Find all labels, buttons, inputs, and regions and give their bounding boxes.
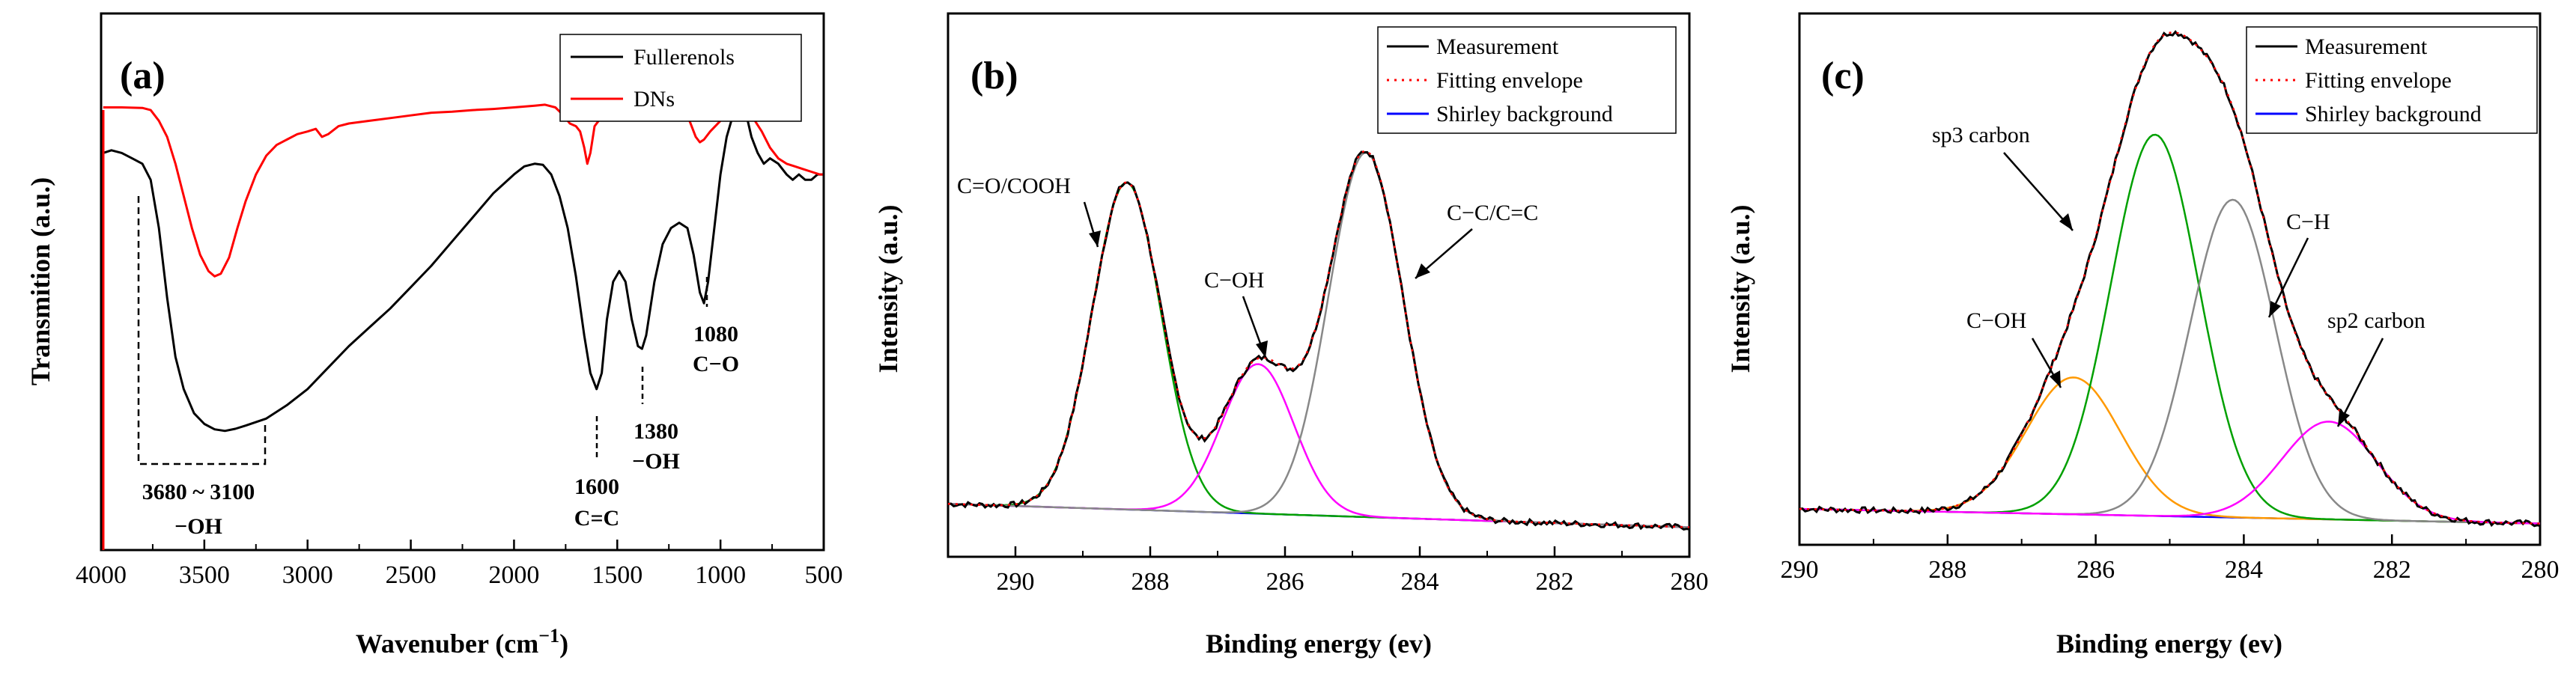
- annotation-oh-1380-group: −OH: [632, 449, 680, 474]
- annotation-co-1080-group: C−O: [693, 352, 739, 376]
- panel-a-x-tick-label-4000: 4000: [76, 561, 127, 589]
- panel-b-component-c-oh: [947, 363, 1690, 528]
- panel-b-legend-box: [1377, 26, 1677, 134]
- legend-label-dns: DNs: [634, 87, 675, 112]
- annotation-co-1080: 1080 C−O: [693, 277, 739, 376]
- annotation-cc-1600-group: C=C: [574, 506, 619, 531]
- annotation-coh-c-arrowhead: [2050, 370, 2061, 388]
- panel-c-curves: [1799, 30, 2541, 528]
- panel-c-x-tick-label-284: 284: [2225, 556, 2263, 584]
- panel-b-xps-chart: (b) 290 288 286 284 282 280 Binding energy (e…: [873, 12, 1709, 659]
- panel-b-component-c-c-c-c: [947, 151, 1690, 528]
- panel-a-x-axis-label: Wavenuber (cm−1): [356, 625, 568, 659]
- annotation-cooh: C=O/COOH: [957, 174, 1071, 198]
- panel-c-legend: Measurement Fitting envelope Shirley bac…: [2246, 26, 2538, 134]
- annotation-cc-1600-value: 1600: [574, 474, 619, 499]
- legend-label-fitting-envelope-c: Fitting envelope: [2305, 68, 2452, 93]
- panel-c-x-tick-label-282: 282: [2373, 556, 2411, 584]
- legend-label-fullerenols: Fullerenols: [634, 45, 735, 70]
- panel-a-x-axis-label-main: Wavenuber (cm: [356, 629, 538, 659]
- panel-a-x-axis-label-sup: −1: [538, 625, 559, 647]
- panel-c-x-ticks: 290 288 286 284 282 280: [1781, 534, 2560, 584]
- panel-c-x-tick-label-286: 286: [2077, 556, 2115, 584]
- panel-a-x-tick-label-500: 500: [805, 561, 843, 589]
- series-fullerenols: [103, 103, 823, 433]
- panel-c-x-axis-label: Binding energy (ev): [2056, 629, 2282, 659]
- panel-a-label: (a): [120, 55, 165, 97]
- panel-a-x-axis-label-close: ): [559, 629, 568, 659]
- panel-b-fitting-envelope: [947, 150, 1690, 528]
- panel-b-y-axis-label: Intensity (a.u.): [873, 204, 903, 373]
- panel-b-x-tick-label-290: 290: [997, 568, 1035, 596]
- legend-label-measurement-c: Measurement: [2305, 34, 2428, 59]
- annotation-oh-1380-value: 1380: [634, 419, 678, 444]
- annotation-ch: C−H: [2286, 210, 2330, 234]
- annotation-cc-arrowhead: [1415, 263, 1430, 278]
- series-dns: [103, 103, 823, 278]
- legend-label-fitting-envelope: Fitting envelope: [1436, 68, 1583, 93]
- panel-c-component-sp3-carbon: [1799, 133, 2541, 525]
- panel-b-label: (b): [970, 55, 1018, 97]
- panel-c-measurement: [1799, 30, 2541, 528]
- panel-b-x-tick-label-280: 280: [1671, 568, 1709, 596]
- panel-b-x-axis-label: Binding energy (ev): [1206, 629, 1432, 659]
- panel-a-x-tick-label-3000: 3000: [282, 561, 333, 589]
- panel-b-annotations: C=O/COOH C−OH C−C/C=C: [957, 174, 1538, 358]
- panel-b-x-tick-label-286: 286: [1266, 568, 1304, 596]
- panel-a-x-tick-label-1000: 1000: [695, 561, 746, 589]
- panel-c-annotations: sp3 carbon C−OH C−H sp2 carbon: [1932, 123, 2425, 427]
- panel-a-y-axis-label: Transmition (a.u.): [25, 177, 55, 385]
- annotation-oh-band-group: −OH: [174, 514, 222, 539]
- annotation-sp3: sp3 carbon: [1932, 123, 2030, 147]
- annotation-oh-band: 3680 ~ 3100 −OH: [137, 196, 267, 539]
- panel-b-frame: [947, 12, 1691, 558]
- panel-a-legend-box: [559, 34, 802, 122]
- panel-c-component-c-oh: [1799, 376, 2541, 525]
- panel-c-fitting-envelope: [1799, 31, 2541, 525]
- panel-b-x-tick-label-284: 284: [1401, 568, 1439, 596]
- panel-b-x-tick-label-282: 282: [1536, 568, 1574, 596]
- annotation-coh-b: C−OH: [1204, 268, 1264, 293]
- annotation-coh-c: C−OH: [1966, 308, 2026, 333]
- panel-c-x-tick-label-290: 290: [1781, 556, 1819, 584]
- annotation-sp3-arrowhead: [2059, 213, 2073, 230]
- annotation-coh-b-arrowhead: [1256, 341, 1268, 358]
- annotation-co-1080-value: 1080: [693, 322, 738, 346]
- panel-a-ftir-chart: (a) 4000 3500 3000 2500 2000 1500 1000 500 Wave…: [25, 12, 843, 659]
- annotation-oh-band-range: 3680 ~ 3100: [142, 480, 255, 504]
- annotation-sp3-arrow: [2003, 152, 2074, 231]
- panel-c-y-axis-label: Intensity (a.u.): [1725, 204, 1755, 373]
- panel-c-component-c-h: [1799, 198, 2541, 525]
- panel-c-label: (c): [1821, 55, 1865, 97]
- annotation-ch-arrowhead: [2269, 301, 2281, 317]
- legend-label-measurement: Measurement: [1436, 34, 1559, 59]
- legend-label-shirley-background: Shirley background: [1436, 102, 1613, 126]
- panel-a-legend: Fullerenols DNs: [559, 34, 802, 122]
- panel-a-x-tick-label-3500: 3500: [179, 561, 230, 589]
- annotation-cc: C−C/C=C: [1447, 201, 1538, 225]
- panel-a-x-tick-label-1500: 1500: [592, 561, 643, 589]
- panel-c-x-tick-label-288: 288: [1928, 556, 1966, 584]
- panel-b-x-tick-label-288: 288: [1131, 568, 1170, 596]
- panel-c-xps-chart: (c) 290 288 286 284 282 280 Binding energy (e…: [1725, 12, 2560, 659]
- panel-b-x-ticks: 290 288 286 284 282 280: [997, 546, 1709, 596]
- legend-label-shirley-background-c: Shirley background: [2305, 102, 2482, 126]
- panel-b-legend: Measurement Fitting envelope Shirley bac…: [1377, 26, 1677, 134]
- annotation-sp2-arrowhead: [2338, 410, 2350, 427]
- panel-c-x-tick-label-280: 280: [2521, 556, 2560, 584]
- panel-a-annotations: 3680 ~ 3100 −OH 1600 C=C 1380 −OH 1080 C…: [137, 196, 739, 539]
- panel-a-x-tick-label-2500: 2500: [386, 561, 437, 589]
- annotation-sp2: sp2 carbon: [2327, 308, 2425, 333]
- panel-a-x-ticks: 4000 3500 3000 2500 2000 1500 1000 500: [76, 540, 843, 589]
- panel-b-curves: [947, 150, 1690, 531]
- panel-b-measurement: [947, 150, 1690, 531]
- annotation-cooh-arrowhead: [1089, 230, 1101, 247]
- annotation-sp2-arrow: [2336, 338, 2384, 427]
- annotation-cc-1600: 1600 C=C: [574, 416, 619, 531]
- annotation-oh-1380: 1380 −OH: [632, 367, 680, 474]
- panel-a-x-tick-label-2000: 2000: [488, 561, 539, 589]
